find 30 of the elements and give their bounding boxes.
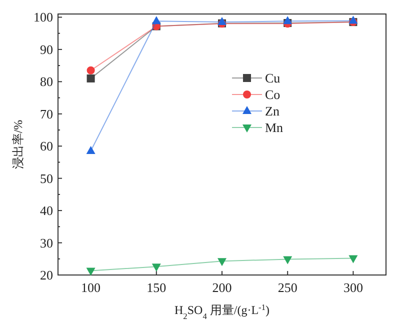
point (283, 256, 292, 264)
y-tick-label: 40 (40, 203, 53, 218)
x-tick-label: 200 (212, 280, 232, 295)
y-tick-label: 90 (40, 42, 53, 57)
y-tick-label: 80 (40, 74, 53, 90)
legend-label: Zn (265, 104, 280, 118)
point (218, 258, 226, 266)
y-tick-label: 20 (40, 268, 53, 282)
x-tick-label: 250 (278, 280, 298, 295)
y-tick-label: 100 (34, 10, 53, 25)
legend-label: Mn (265, 120, 284, 135)
x-tick-label: 150 (146, 280, 166, 295)
x-axis-title: H$_{2}$SO$_{4}$ 用量/(g·L$^{-1}$) (174, 302, 270, 320)
point (283, 16, 292, 24)
point (348, 16, 358, 24)
x-tick-label: 100 (81, 280, 101, 295)
point (348, 255, 358, 264)
y-tick-label: 60 (40, 138, 53, 154)
y-tick-label: 30 (40, 235, 53, 250)
point (86, 66, 95, 74)
y-tick-label: 50 (40, 170, 53, 186)
point (86, 268, 96, 276)
point (86, 74, 95, 82)
legend-label: Co (265, 87, 280, 102)
x-tick-label: 300 (343, 280, 363, 295)
y-tick-label: 70 (40, 106, 53, 122)
point (152, 16, 161, 24)
legend-label: Cu (265, 70, 281, 86)
y-axis-title: 浸出率/% (11, 120, 25, 170)
point (152, 264, 161, 272)
